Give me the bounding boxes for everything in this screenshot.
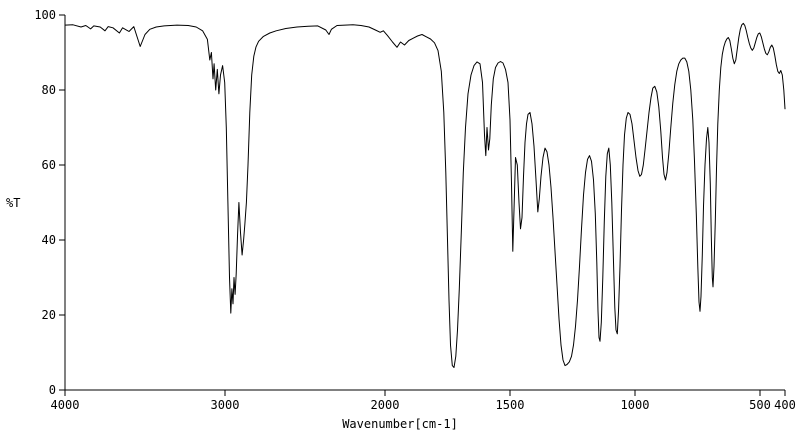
x-tick-label: 1500	[496, 398, 525, 412]
y-tick-label: 60	[42, 158, 56, 172]
x-tick-label: 400	[774, 398, 796, 412]
x-tick-label: 3000	[211, 398, 240, 412]
x-tick-label: 1000	[621, 398, 650, 412]
x-tick-label: 2000	[371, 398, 400, 412]
y-tick-label: 80	[42, 83, 56, 97]
y-axis-title: %T	[6, 196, 21, 210]
y-tick-label: 100	[34, 8, 56, 22]
x-tick-label: 500	[749, 398, 771, 412]
y-tick-label: 0	[49, 383, 56, 397]
y-tick-label: 40	[42, 233, 56, 247]
spectrum-line	[64, 22, 786, 368]
y-tick-label: 20	[42, 308, 56, 322]
x-tick-label: 4000	[51, 398, 80, 412]
x-axis-title: Wavenumber[cm-1]	[342, 417, 458, 431]
